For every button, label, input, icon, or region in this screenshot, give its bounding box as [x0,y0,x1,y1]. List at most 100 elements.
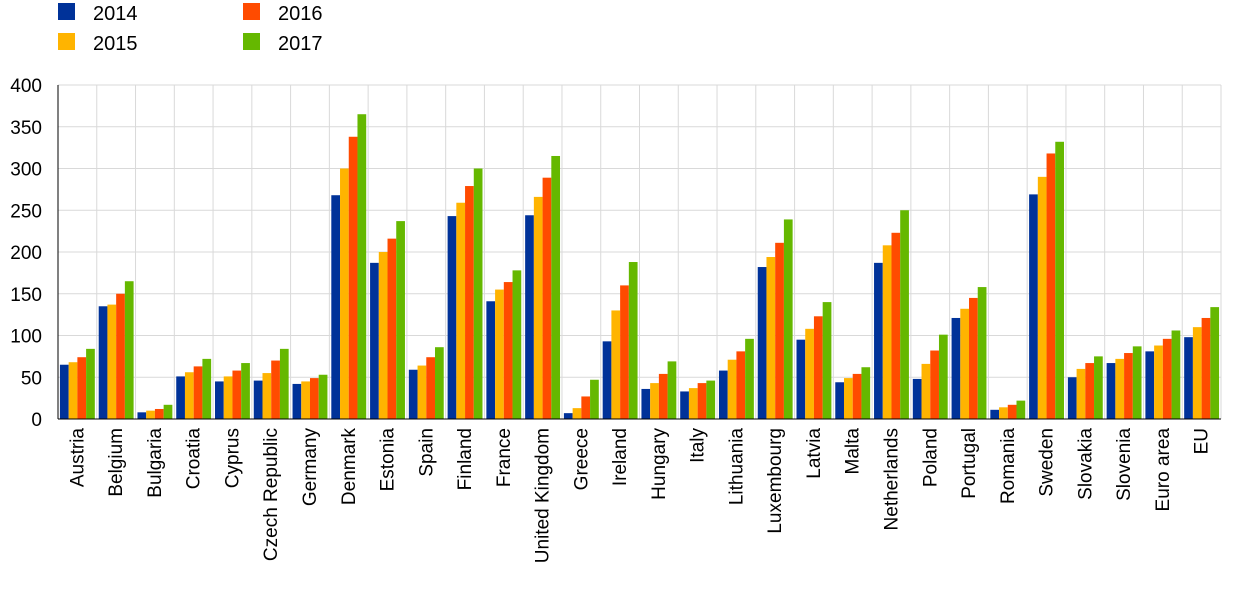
bar-netherlands-2014 [874,262,883,419]
bar-france-2014 [486,301,496,419]
y-tick-label-250: 250 [10,201,42,222]
bar-czech-republic-2016 [271,360,280,419]
bar-ireland-2017 [628,262,638,419]
bar-greece-2016 [581,396,591,419]
bar-belgium-2014 [98,306,108,419]
bar-czech-republic-2017 [279,348,289,419]
y-tick-label-50: 50 [21,368,42,389]
bar-slovakia-2017 [1094,356,1103,419]
legend-label-2017: 2017 [278,33,323,55]
legend-swatch-2015 [58,33,75,50]
bar-portugal-2014 [951,317,961,419]
bar-eu-2015 [1192,327,1202,419]
bar-greece-2017 [590,379,599,419]
bar-poland-2016 [930,350,939,419]
bar-austria-2017 [86,348,95,419]
bar-greece-2014 [563,413,573,419]
bar-spain-2016 [426,357,436,419]
bar-hungary-2017 [667,361,677,419]
bar-estonia-2015 [378,252,388,419]
y-tick-label-100: 100 [10,327,42,348]
x-category-label-poland: Poland [920,428,941,487]
bar-belgium-2017 [124,281,134,419]
bar-slovenia-2015 [1115,358,1125,419]
bar-ireland-2016 [620,285,629,419]
bar-sweden-2016 [1046,153,1056,419]
bar-slovenia-2014 [1106,363,1116,419]
legend-label-2014: 2014 [93,3,138,25]
bar-austria-2015 [68,362,78,419]
bar-finland-2016 [465,186,474,419]
x-category-label-croatia: Croatia [184,428,205,490]
x-category-label-finland: Finland [455,428,476,490]
bar-finland-2014 [447,216,457,419]
bar-ireland-2015 [611,310,621,419]
bar-estonia-2017 [396,221,405,419]
x-category-label-eu: EU [1192,428,1213,454]
legend-swatch-2014 [58,3,75,20]
legend-label-2015: 2015 [93,33,138,55]
bar-portugal-2017 [977,287,987,419]
bar-sweden-2017 [1055,141,1064,419]
bar-latvia-2015 [805,328,814,419]
y-tick-label-300: 300 [10,160,42,181]
x-category-label-greece: Greece [571,428,592,490]
bar-hungary-2016 [658,373,668,419]
bar-eu-2014 [1184,337,1193,419]
x-category-label-netherlands: Netherlands [881,428,902,530]
bar-romania-2014 [990,409,1000,419]
bar-eu-2016 [1201,317,1211,419]
bar-cyprus-2014 [215,381,224,419]
bar-euro-area-2014 [1145,351,1155,419]
x-category-label-latvia: Latvia [804,428,825,479]
bar-united-kingdom-2016 [542,177,552,419]
legend-label-2016: 2016 [278,3,323,25]
bar-croatia-2017 [202,358,212,419]
bar-cyprus-2015 [223,376,233,419]
bar-cyprus-2016 [232,370,242,419]
x-category-label-luxembourg: Luxembourg [765,428,786,534]
x-category-label-slovakia: Slovakia [1075,428,1096,500]
bar-slovakia-2014 [1067,377,1077,419]
bar-luxembourg-2015 [766,257,776,419]
bar-bulgaria-2014 [137,412,147,419]
bar-netherlands-2016 [891,232,901,419]
bar-malta-2016 [852,373,862,419]
bar-spain-2017 [435,347,444,419]
bar-czech-republic-2014 [253,380,263,419]
x-category-label-denmark: Denmark [339,428,360,506]
bar-austria-2014 [59,364,69,419]
x-category-label-cyprus: Cyprus [222,428,243,488]
x-category-label-austria: Austria [67,428,88,488]
x-category-label-ireland: Ireland [610,428,631,486]
bar-belgium-2015 [107,304,117,419]
x-category-label-hungary: Hungary [649,428,670,500]
bar-croatia-2014 [176,376,185,419]
bar-spain-2015 [417,365,427,419]
bar-germany-2017 [318,374,328,419]
bar-italy-2016 [697,383,707,419]
x-category-label-belgium: Belgium [106,428,127,497]
x-category-label-lithuania: Lithuania [726,428,747,506]
y-tick-label-400: 400 [10,76,42,97]
bar-france-2015 [495,289,504,419]
x-category-label-italy: Italy [688,428,709,463]
bar-slovenia-2016 [1124,353,1133,419]
x-category-label-euro-area: Euro area [1153,428,1174,512]
bar-cyprus-2017 [241,363,250,419]
x-category-label-estonia: Estonia [378,428,399,492]
bar-poland-2017 [938,334,948,419]
bar-netherlands-2017 [900,210,909,419]
bar-germany-2014 [292,383,302,419]
x-category-label-bulgaria: Bulgaria [145,428,166,498]
bar-lithuania-2016 [736,351,746,419]
bar-italy-2015 [688,388,698,419]
bar-denmark-2014 [331,195,341,419]
bar-united-kingdom-2015 [533,196,543,419]
bar-sweden-2015 [1037,176,1047,419]
x-category-label-united-kingdom: United Kingdom [533,428,554,563]
bar-united-kingdom-2014 [525,215,534,419]
y-tick-label-200: 200 [10,243,42,264]
